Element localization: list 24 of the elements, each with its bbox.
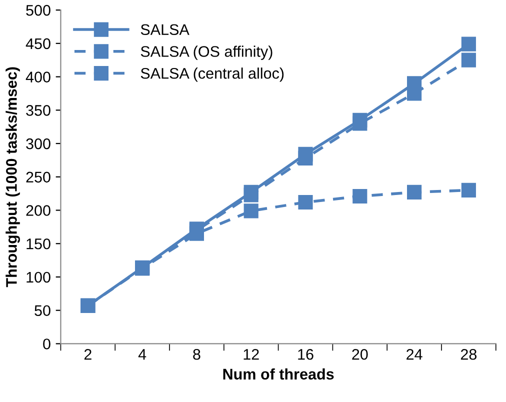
x-tick-label: 24: [406, 348, 422, 360]
y-axis-title: Throughput (1000 tasks/msec): [6, 67, 20, 288]
y-tick-label: 200: [26, 205, 50, 216]
x-tick-label: 12: [244, 348, 259, 360]
y-tick-label: 400: [26, 72, 50, 82]
x-tick-label: 4: [138, 349, 146, 360]
y-tick-label: 350: [26, 105, 50, 116]
x-tick-label: 8: [193, 348, 200, 360]
x-tick-label: 16: [298, 348, 314, 360]
y-tick-label: 100: [26, 272, 50, 283]
x-tick-label: 28: [460, 348, 477, 360]
x-tick-label: 20: [352, 348, 368, 360]
y-tick-label: 300: [26, 138, 50, 150]
y-tick-label: 250: [26, 172, 50, 183]
legend-label: SALSA (central alloc): [140, 68, 284, 82]
y-tick-label: 150: [26, 238, 50, 250]
legend-label: SALSA (OS affinity): [140, 46, 272, 60]
y-tick-label: 450: [26, 38, 50, 50]
y-tick-label: 500: [26, 4, 50, 16]
x-tick-label: 2: [84, 348, 92, 360]
y-tick-label: 50: [34, 305, 50, 316]
x-axis-title: Num of threads: [223, 368, 334, 380]
legend-label: SALSA: [140, 24, 190, 36]
y-tick-label: 0: [43, 338, 50, 350]
